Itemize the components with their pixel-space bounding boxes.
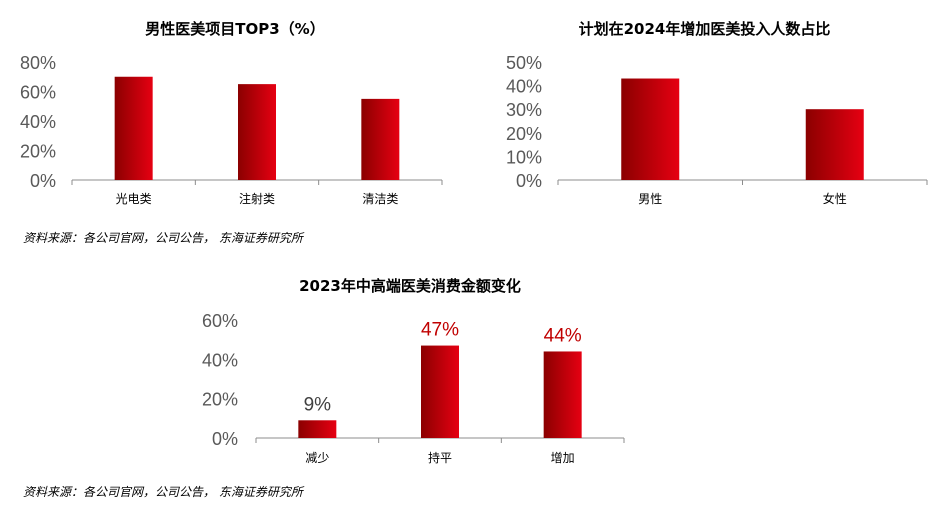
x-category-label: 增加 <box>551 451 575 465</box>
y-tick-label: 40% <box>20 112 56 132</box>
chart-panel-male-top3: 男性医美项目TOP3（%） <box>0 0 470 250</box>
y-tick-label: 50% <box>506 53 542 73</box>
data-label: 9% <box>304 394 332 415</box>
bar <box>361 98 400 180</box>
y-tick-label: 20% <box>506 124 542 144</box>
y-tick-label: 60% <box>20 83 56 103</box>
y-tick-label: 40% <box>506 77 542 97</box>
bar <box>421 345 459 438</box>
bar <box>543 351 582 438</box>
bar <box>621 78 680 180</box>
x-category-label: 清洁类 <box>362 192 398 206</box>
y-tick-label: 20% <box>20 142 56 162</box>
bar-chart-2024-plan: 0% 10% 20% 30% 40% 50% 男性 女性 <box>506 53 928 206</box>
bar <box>238 84 276 180</box>
source-note: 资料来源：各公司官网，公司公告， 东海证券研究所 <box>23 231 303 245</box>
data-label: 44% <box>544 325 582 346</box>
y-tick-label: 30% <box>506 100 542 120</box>
x-category-label: 持平 <box>428 450 452 465</box>
bar <box>298 420 337 438</box>
chart-title: 2023年中高端医美消费金额变化 <box>299 277 521 295</box>
y-tick-label: 0% <box>516 171 542 191</box>
chart-panel-2023-change: 2023年中高端医美消费金额变化 <box>180 265 660 465</box>
bar-chart-male-top3: 0% 20% 40% 60% 80% 光电类 注射类 清洁类 <box>20 53 443 206</box>
y-tick-label: 40% <box>202 350 238 370</box>
y-tick-label: 0% <box>212 429 238 449</box>
x-category-label: 注射类 <box>239 191 275 206</box>
x-category-label: 光电类 <box>116 192 152 206</box>
y-tick-label: 10% <box>506 147 542 167</box>
source-note: 资料来源：各公司官网，公司公告， 东海证券研究所 <box>23 485 303 499</box>
chart-title: 计划在2024年增加医美投入人数占比 <box>578 20 831 38</box>
x-category-label: 女性 <box>823 191 847 206</box>
y-tick-label: 60% <box>202 311 238 331</box>
y-tick-label: 20% <box>202 390 238 410</box>
chart-title: 男性医美项目TOP3（%） <box>145 20 325 38</box>
bar <box>114 76 153 180</box>
x-category-label: 减少 <box>305 451 329 465</box>
y-tick-label: 80% <box>20 53 56 73</box>
x-category-label: 男性 <box>638 192 662 206</box>
data-label: 47% <box>421 320 459 341</box>
bar <box>805 109 864 180</box>
y-tick-label: 0% <box>30 171 56 191</box>
chart-panel-2024-plan: 计划在2024年增加医美投入人数占比 <box>470 0 939 250</box>
